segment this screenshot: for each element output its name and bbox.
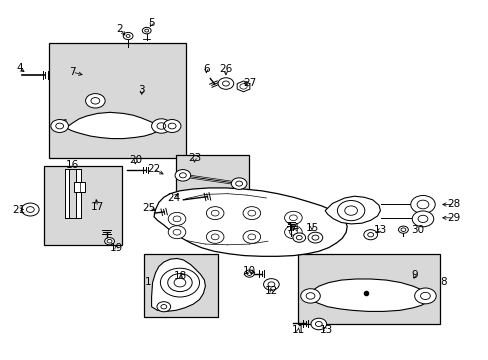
Circle shape (21, 203, 39, 216)
Text: 27: 27 (242, 78, 256, 88)
Text: 26: 26 (219, 64, 232, 74)
Circle shape (151, 119, 171, 133)
Bar (49, 43, 185, 158)
Text: 22: 22 (147, 164, 161, 174)
Text: 11: 11 (291, 325, 305, 336)
Circle shape (307, 232, 322, 243)
Circle shape (104, 238, 114, 245)
Text: 9: 9 (410, 270, 417, 280)
Text: 16: 16 (65, 160, 79, 170)
Bar (298, 254, 439, 324)
Text: 8: 8 (440, 276, 447, 287)
Text: 1: 1 (144, 276, 151, 287)
Polygon shape (56, 120, 66, 130)
Circle shape (206, 207, 224, 220)
Bar (176, 155, 249, 227)
Circle shape (157, 302, 170, 312)
Text: 24: 24 (166, 193, 180, 203)
Circle shape (300, 289, 320, 303)
Circle shape (363, 230, 377, 240)
Circle shape (168, 226, 185, 239)
Circle shape (292, 233, 305, 242)
Polygon shape (237, 81, 249, 92)
Circle shape (160, 268, 199, 297)
Text: 15: 15 (305, 222, 318, 233)
Bar (74, 182, 85, 192)
Circle shape (206, 230, 224, 243)
Polygon shape (66, 112, 159, 139)
Text: 28: 28 (446, 199, 460, 210)
Circle shape (243, 230, 260, 243)
Circle shape (411, 211, 433, 227)
Circle shape (167, 274, 192, 292)
Circle shape (337, 201, 364, 221)
Polygon shape (154, 188, 346, 256)
Text: 3: 3 (138, 85, 145, 95)
Circle shape (243, 207, 260, 220)
Bar (44, 166, 122, 245)
Polygon shape (306, 279, 428, 311)
Text: 13: 13 (319, 325, 333, 336)
Text: 29: 29 (446, 213, 460, 223)
Circle shape (244, 270, 254, 277)
Text: 7: 7 (69, 67, 76, 77)
Circle shape (175, 170, 190, 181)
Circle shape (51, 120, 68, 132)
Circle shape (310, 318, 326, 330)
Circle shape (123, 32, 133, 40)
Circle shape (284, 226, 302, 239)
Polygon shape (76, 169, 81, 218)
Text: 25: 25 (142, 203, 156, 213)
Text: 19: 19 (109, 243, 123, 253)
Text: 23: 23 (187, 153, 201, 163)
Text: 4: 4 (16, 63, 23, 73)
Circle shape (410, 195, 434, 213)
Circle shape (163, 120, 181, 132)
Circle shape (231, 178, 246, 189)
Polygon shape (64, 169, 69, 218)
Circle shape (398, 226, 407, 233)
Bar (144, 254, 217, 317)
Text: 18: 18 (174, 271, 187, 282)
Text: 5: 5 (148, 18, 155, 28)
Circle shape (218, 78, 233, 89)
Circle shape (168, 212, 185, 225)
Text: 20: 20 (129, 155, 142, 165)
Text: 17: 17 (91, 202, 104, 212)
Text: 21: 21 (12, 204, 25, 215)
Text: 2: 2 (116, 24, 123, 34)
Text: 13: 13 (373, 225, 386, 235)
Circle shape (142, 27, 151, 34)
Circle shape (85, 94, 105, 108)
Text: 10: 10 (243, 266, 255, 276)
Circle shape (414, 288, 435, 304)
Polygon shape (325, 196, 380, 224)
Circle shape (284, 211, 302, 224)
Text: 12: 12 (264, 286, 278, 296)
Text: 14: 14 (286, 222, 300, 233)
Circle shape (263, 279, 279, 290)
Text: 6: 6 (203, 64, 209, 74)
Polygon shape (151, 258, 205, 311)
Text: 30: 30 (411, 225, 424, 235)
